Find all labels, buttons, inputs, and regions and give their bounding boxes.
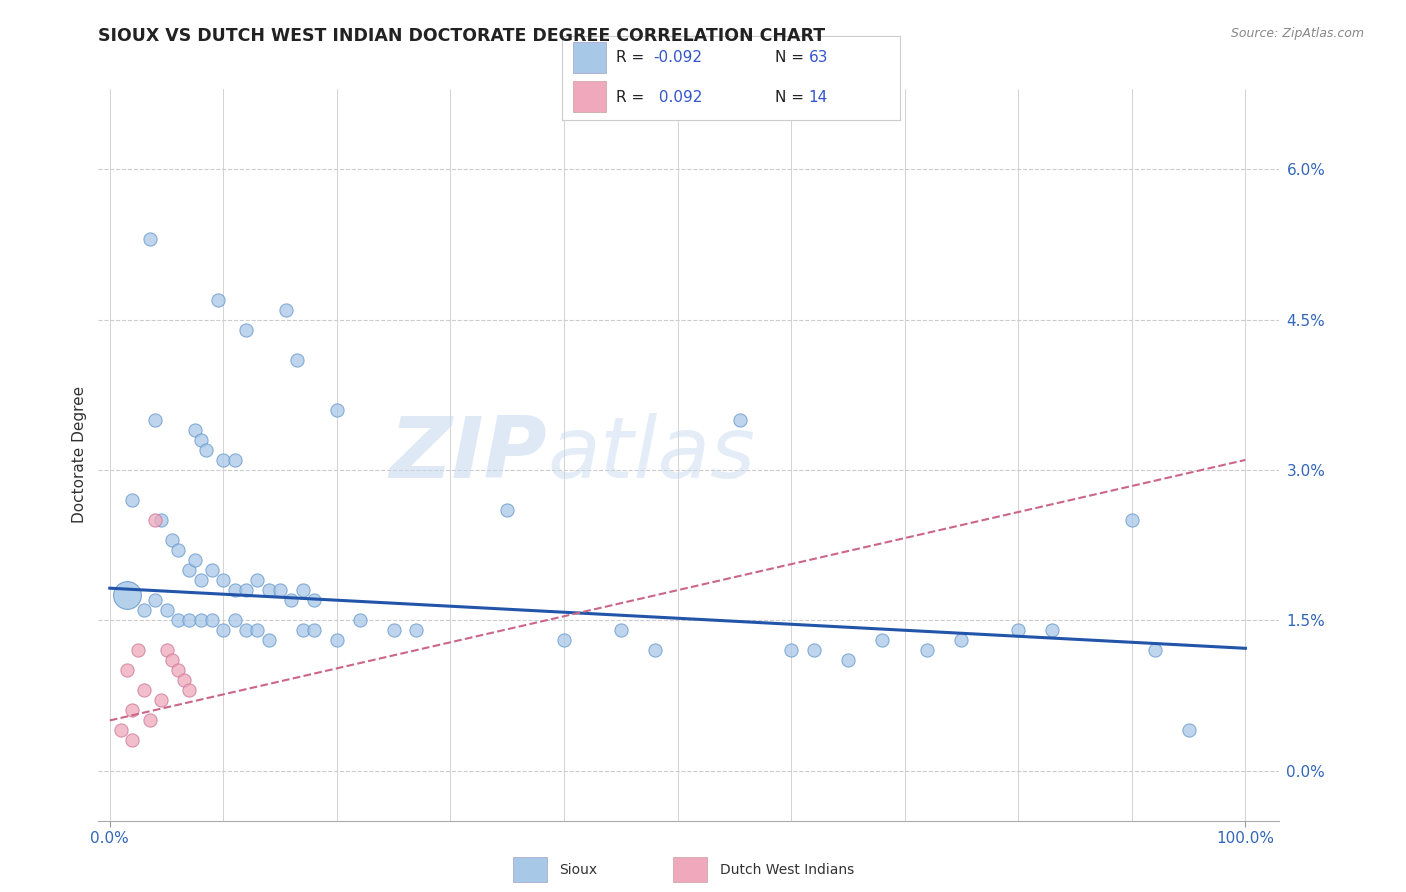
Point (302, 593, 325, 607)
Point (274, 302, 297, 317)
Point (190, 573, 212, 587)
Point (121, 703, 143, 717)
Text: Sioux: Sioux (560, 863, 598, 877)
Point (201, 563, 224, 577)
Point (1040, 624, 1063, 638)
Point (644, 643, 666, 657)
Point (917, 643, 939, 657)
Point (167, 543, 190, 558)
Point (224, 613, 246, 627)
Point (121, 733, 143, 747)
Point (257, 583, 280, 598)
Point (110, 723, 132, 738)
Point (173, 673, 195, 688)
Point (302, 624, 325, 638)
Point (115, 664, 138, 678)
Point (553, 633, 575, 648)
Point (780, 643, 803, 657)
Point (326, 402, 349, 417)
Point (405, 624, 427, 638)
Point (224, 583, 246, 598)
Point (224, 453, 246, 467)
Point (179, 683, 201, 698)
Point (1121, 513, 1143, 527)
Text: N =: N = (775, 90, 808, 105)
Text: R =: R = (616, 90, 650, 105)
Point (280, 593, 302, 607)
Point (246, 624, 269, 638)
Point (190, 613, 212, 627)
Point (212, 453, 235, 467)
Point (162, 653, 183, 667)
Point (326, 633, 349, 648)
Point (184, 553, 207, 567)
Point (212, 573, 235, 587)
Point (162, 533, 183, 547)
Point (235, 624, 257, 638)
Point (207, 293, 229, 307)
Point (235, 323, 257, 337)
Point (269, 583, 291, 598)
Bar (572, 81, 606, 112)
Point (132, 683, 155, 698)
Text: 0.092: 0.092 (654, 90, 702, 105)
Point (167, 613, 190, 627)
Text: atlas: atlas (547, 413, 755, 497)
Point (132, 603, 155, 617)
Point (127, 643, 149, 657)
Point (285, 352, 308, 367)
Point (382, 624, 405, 638)
Point (870, 633, 893, 648)
Text: -0.092: -0.092 (654, 50, 703, 65)
Point (121, 493, 143, 508)
Point (1143, 643, 1166, 657)
Point (201, 613, 224, 627)
Point (349, 613, 371, 627)
Point (179, 563, 201, 577)
Point (291, 624, 314, 638)
Text: Source: ZipAtlas.com: Source: ZipAtlas.com (1230, 27, 1364, 40)
Text: 63: 63 (808, 50, 828, 65)
Y-axis label: Doctorate Degree: Doctorate Degree (72, 386, 87, 524)
Point (143, 513, 166, 527)
Point (115, 588, 138, 602)
Text: SIOUX VS DUTCH WEST INDIAN DOCTORATE DEGREE CORRELATION CHART: SIOUX VS DUTCH WEST INDIAN DOCTORATE DEG… (98, 27, 825, 45)
Point (950, 633, 973, 648)
Bar (572, 43, 606, 73)
Point (149, 693, 172, 707)
Point (1007, 624, 1029, 638)
Point (143, 593, 166, 607)
Bar (513, 857, 547, 882)
Point (138, 714, 160, 728)
Point (184, 423, 207, 437)
Point (190, 433, 212, 447)
Point (728, 413, 751, 427)
Text: Dutch West Indians: Dutch West Indians (720, 863, 853, 877)
Point (803, 643, 825, 657)
Point (837, 653, 859, 667)
Point (610, 624, 633, 638)
Point (212, 624, 235, 638)
Point (235, 583, 257, 598)
Point (155, 603, 177, 617)
Point (149, 513, 172, 527)
Point (155, 643, 177, 657)
Point (246, 573, 269, 587)
Text: 14: 14 (808, 90, 828, 105)
Text: N =: N = (775, 50, 808, 65)
Point (138, 232, 160, 246)
Point (1177, 723, 1199, 738)
Point (143, 413, 166, 427)
Point (167, 664, 190, 678)
Point (291, 583, 314, 598)
Bar (673, 857, 707, 882)
Point (257, 633, 280, 648)
Point (496, 503, 519, 517)
Text: ZIP: ZIP (389, 413, 547, 497)
Text: R =: R = (616, 50, 650, 65)
Point (179, 613, 201, 627)
Point (195, 442, 218, 457)
